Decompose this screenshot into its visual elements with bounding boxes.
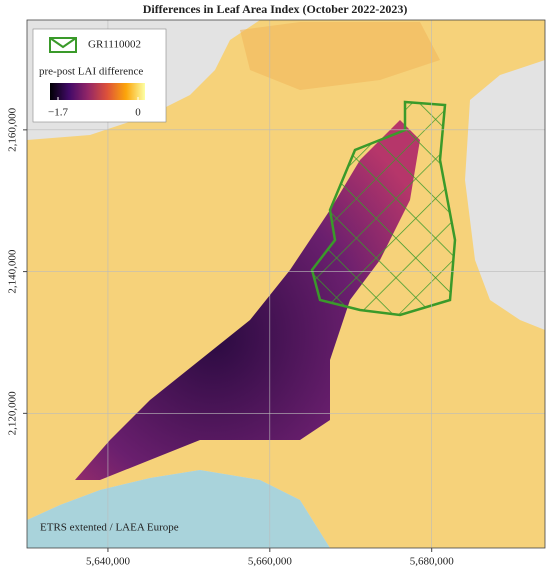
legend-label: GR1110002 [88,39,141,51]
land-north [240,22,440,90]
colorbar-title: pre-post LAI difference [39,66,143,78]
y-tick-label: 2,160,000 [7,107,19,152]
colorbar-tick-label: 0 [135,107,141,119]
protected-area [310,100,457,317]
legend: GR1110002 pre-post LAI difference −1.7 0 [32,28,167,123]
legend-box [32,28,167,123]
map-area [27,20,545,548]
y-tick-label: 2,120,000 [7,391,19,436]
x-tick-label: 5,640,000 [86,556,131,568]
map-title: Differences in Leaf Area Index (October … [143,2,408,16]
colorbar-tick-label: −1.7 [48,107,68,119]
sea [27,470,330,548]
legend-swatch [49,37,77,53]
credit: ETRS extented / LAEA Europe [40,522,179,534]
map-frame [26,19,546,549]
colorbar [50,83,145,100]
x-tick-label: 5,680,000 [410,556,455,568]
legend-swatch-cross [49,37,77,49]
x-tick-label: 5,660,000 [248,556,293,568]
y-tick-label: 2,140,000 [7,249,19,294]
